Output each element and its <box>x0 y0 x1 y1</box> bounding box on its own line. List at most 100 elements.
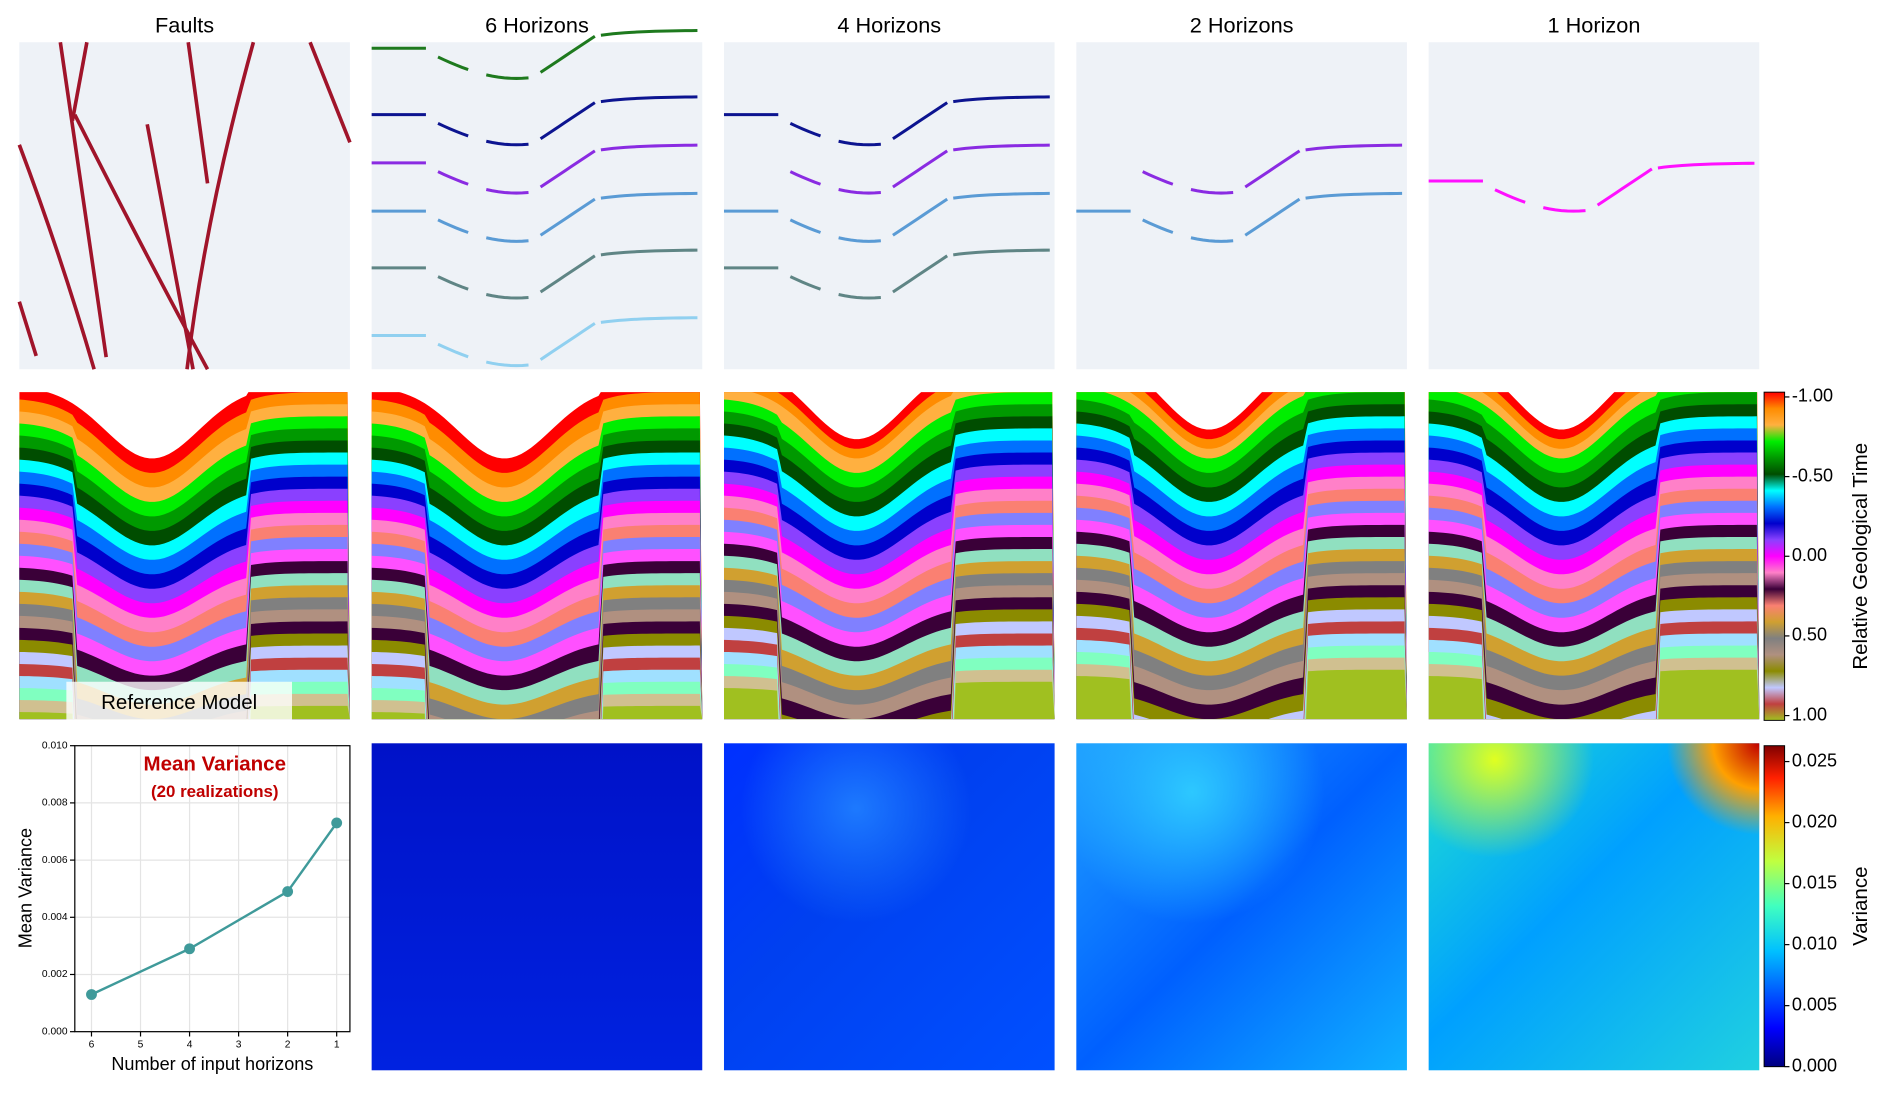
colorbar-tick-label: 0.010 <box>1792 933 1837 953</box>
variance-fill <box>1428 743 1760 1071</box>
horizon-line <box>1305 143 1403 152</box>
horizon-line <box>437 55 469 72</box>
horizon-line <box>1244 149 1301 189</box>
chart-subtitle: (20 realizations) <box>151 782 279 801</box>
horizon-line <box>1190 236 1234 243</box>
panel-bg <box>723 42 1055 370</box>
faults-panel <box>17 41 352 371</box>
horizon-line <box>789 170 822 186</box>
horizon-line <box>600 143 698 152</box>
y-tick-label: 0.008 <box>42 798 68 809</box>
horizon-line <box>485 236 529 243</box>
colorbar <box>1763 391 1786 721</box>
rgt-band <box>723 681 1055 720</box>
y-tick-label: 0.000 <box>42 1026 68 1037</box>
horizon-panel <box>371 29 703 370</box>
horizon-panel <box>1076 42 1407 370</box>
series-line <box>90 822 338 996</box>
horizon-line <box>485 73 529 80</box>
horizon-line <box>838 236 881 243</box>
variance-fill <box>1076 743 1407 1071</box>
panel-bg <box>1076 42 1407 370</box>
x-tick-label: 4 <box>187 1040 193 1051</box>
colorbar-tick-label: -1.00 <box>1792 386 1833 406</box>
colorbar-tick-label: 0.005 <box>1792 994 1837 1014</box>
rgt-panel <box>1428 392 1760 720</box>
horizon-line <box>539 322 596 361</box>
horizon-line <box>437 275 469 291</box>
x-tick-label: 2 <box>285 1040 291 1051</box>
horizon-line <box>953 191 1050 200</box>
horizon-line <box>539 34 596 74</box>
horizon-line <box>437 170 469 186</box>
horizon-line <box>437 218 469 234</box>
column-title: 6 Horizons <box>485 12 589 37</box>
horizon-line <box>953 95 1050 104</box>
horizon-line <box>539 197 596 237</box>
colorbar-tick-label: 1.00 <box>1792 704 1827 724</box>
rgt-panel <box>371 392 703 720</box>
horizon-line <box>1142 170 1174 186</box>
horizon-line <box>1244 197 1301 237</box>
horizon-line <box>1657 161 1755 170</box>
plot-area <box>74 745 350 1032</box>
colorbar <box>1763 745 1786 1068</box>
y-tick-label: 0.006 <box>42 855 68 866</box>
colorbar-tick-label: 0.000 <box>1792 1055 1837 1075</box>
variance-panel <box>723 743 1055 1071</box>
horizon-line <box>600 248 698 257</box>
horizon-line <box>838 293 881 300</box>
x-tick-label: 5 <box>138 1040 144 1051</box>
y-tick-label: 0.010 <box>42 740 68 751</box>
y-tick-label: 0.002 <box>42 969 68 980</box>
horizon-line <box>789 218 822 234</box>
plot-frame <box>74 745 351 1033</box>
x-axis-label: Number of input horizons <box>111 1054 313 1074</box>
colorbar-tick-label: 0.025 <box>1792 750 1837 770</box>
column-title: 1 Horizon <box>1548 12 1641 37</box>
horizon-line <box>838 188 881 195</box>
horizon-line <box>485 139 529 147</box>
column-title: 2 Horizons <box>1190 12 1294 37</box>
horizon-line <box>789 275 822 291</box>
column-title: Faults <box>155 12 214 37</box>
horizon-line <box>437 122 469 138</box>
horizon-panel <box>723 42 1055 370</box>
data-point <box>184 943 195 955</box>
horizon-line <box>838 139 881 147</box>
variance-fill <box>723 743 1055 1071</box>
horizon-line <box>892 197 949 237</box>
horizon-line <box>600 191 698 200</box>
data-point <box>282 886 294 897</box>
colorbar-tick-label: 0.00 <box>1792 545 1827 565</box>
horizon-line <box>1142 218 1174 234</box>
x-tick-label: 3 <box>236 1040 242 1051</box>
colorbar-label: Relative Geological Time <box>1849 443 1872 670</box>
colorbar-tick-label: 0.020 <box>1792 811 1837 831</box>
colorbar-tick-label: 0.015 <box>1792 872 1837 892</box>
horizon-line <box>1494 188 1526 204</box>
horizon-line <box>1542 206 1586 213</box>
variance-panel <box>1076 743 1407 1071</box>
y-axis-label: Mean Variance <box>15 828 35 948</box>
horizon-line <box>953 143 1050 152</box>
label-box <box>66 681 293 721</box>
horizon-line <box>789 122 822 138</box>
horizon-line <box>1596 167 1653 207</box>
horizon-line <box>953 248 1050 257</box>
y-tick-label: 0.004 <box>42 912 68 923</box>
horizon-line <box>600 316 698 324</box>
chart-title: Mean Variance <box>144 752 286 775</box>
panel-bg <box>1428 42 1760 370</box>
colorbar-tick-label: 0.50 <box>1792 625 1827 645</box>
x-tick-label: 6 <box>89 1040 95 1051</box>
rgt-panel <box>1076 392 1407 720</box>
horizon-line <box>600 29 698 37</box>
horizon-line <box>485 360 529 368</box>
horizon-line <box>437 342 469 359</box>
reference-label-top: Reference Model <box>101 691 257 714</box>
horizon-line <box>1305 191 1403 200</box>
rgt-band <box>1428 669 1760 720</box>
